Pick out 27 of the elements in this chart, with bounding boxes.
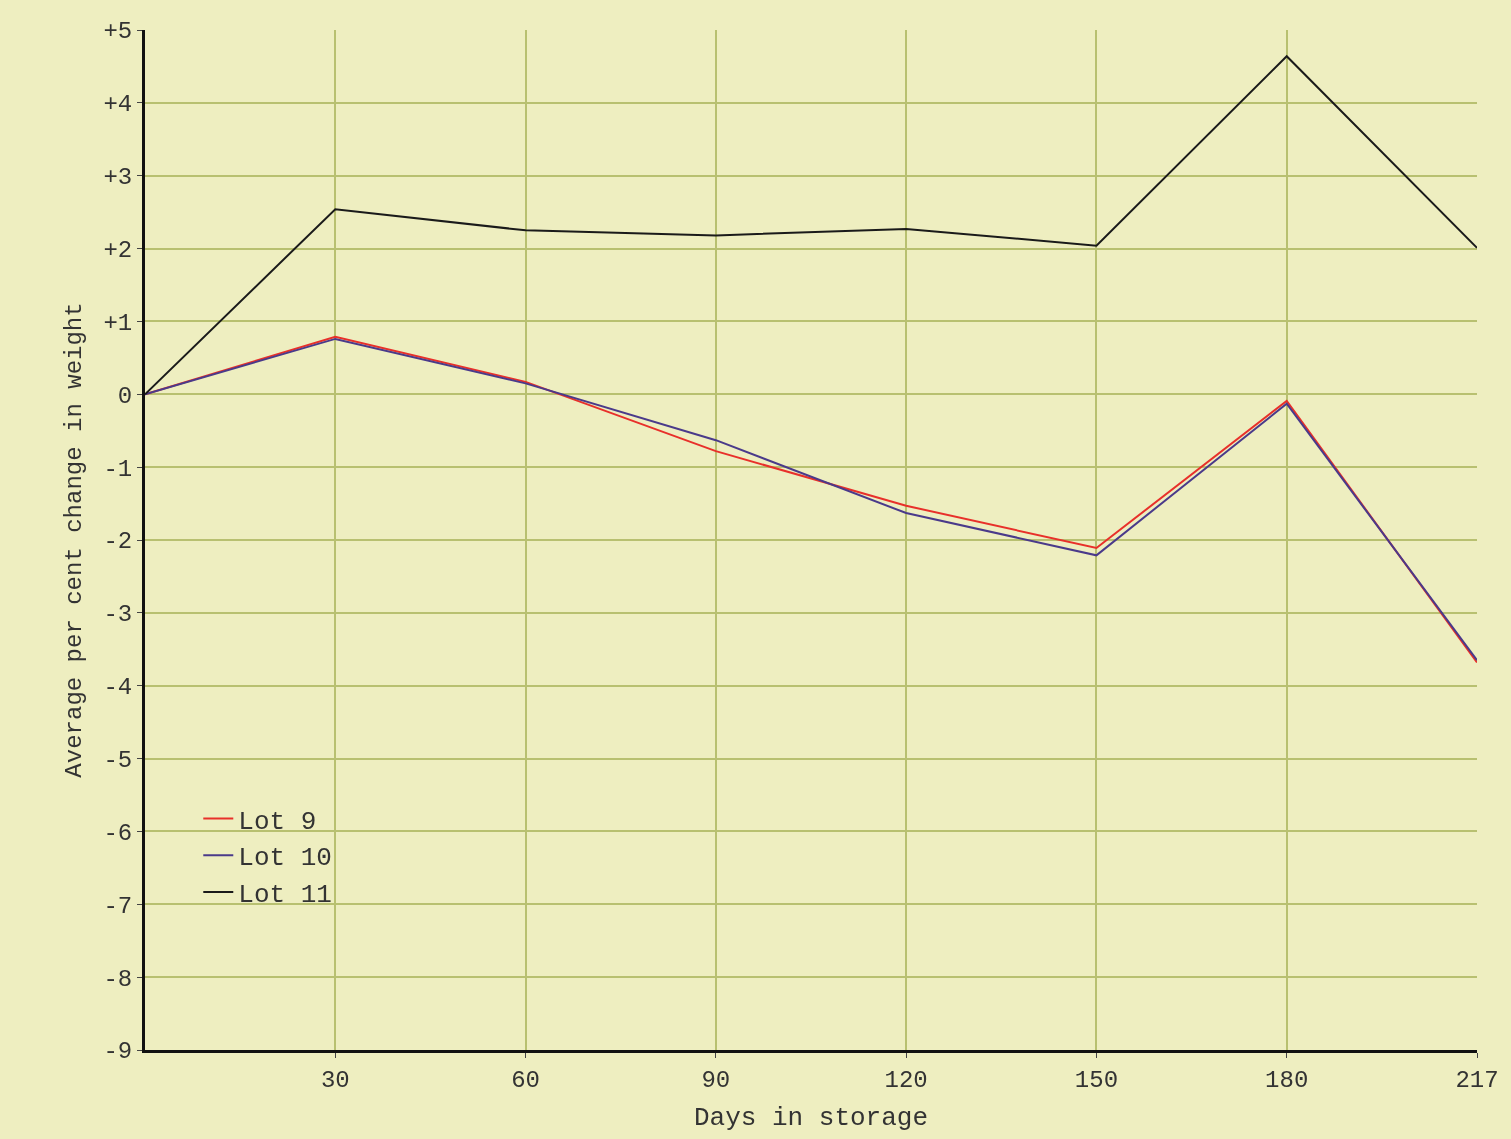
legend-label: Lot 10 xyxy=(238,843,332,874)
x-tick-label: 150 xyxy=(1074,1066,1119,1094)
x-tick-label: 120 xyxy=(884,1066,928,1094)
x-tick-label: 217 xyxy=(1455,1066,1499,1094)
y-tick-label: -1 xyxy=(103,455,133,483)
x-tick-label: 60 xyxy=(511,1066,540,1094)
y-tick-label: +5 xyxy=(103,18,133,46)
y-tick-label: -4 xyxy=(103,674,133,702)
y-tick-label: -5 xyxy=(103,746,133,774)
y-tick-label: +1 xyxy=(103,309,133,337)
y-tick-label: -6 xyxy=(103,819,133,847)
x-axis-title: Days in storage xyxy=(693,1103,929,1134)
y-tick-label: -2 xyxy=(103,528,133,556)
x-tick-label: 180 xyxy=(1265,1066,1309,1094)
y-tick-label: -7 xyxy=(103,892,133,920)
y-axis-title: Average per cent change in weight xyxy=(61,302,89,778)
y-tick-label: +3 xyxy=(103,164,133,192)
y-tick-label: -8 xyxy=(103,965,133,993)
legend-label: Lot 9 xyxy=(238,806,317,837)
x-tick-label: 30 xyxy=(320,1066,350,1094)
y-tick-label: -3 xyxy=(103,601,133,629)
y-tick-label: +4 xyxy=(103,91,133,119)
y-tick-label: +2 xyxy=(103,236,133,264)
legend-label: Lot 11 xyxy=(238,880,332,911)
x-tick-label: 90 xyxy=(701,1066,731,1094)
y-tick-label: 0 xyxy=(117,382,133,410)
y-tick-label: -9 xyxy=(103,1038,133,1066)
